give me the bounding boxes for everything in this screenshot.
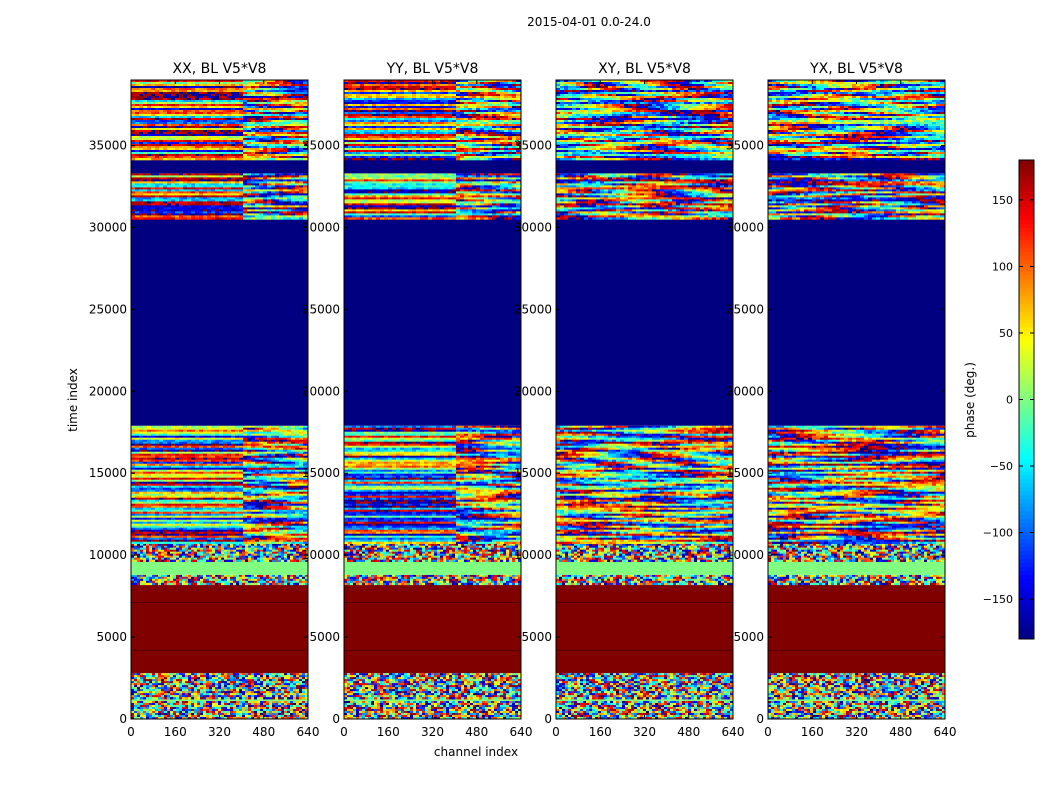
y-tick-label: 0 — [756, 712, 764, 726]
panel-title: XY, BL V5*V8 — [598, 61, 691, 77]
panel-4: YX, BL V5*V8 0 160 320 480 640 0 5000 10000 15000… — [726, 61, 957, 739]
y-tick-label: 20000 — [726, 384, 764, 398]
colorbar-tick-label: −50 — [990, 460, 1013, 473]
band-uniform — [768, 219, 945, 426]
band-uniform — [556, 560, 733, 575]
x-tick-label: 160 — [377, 725, 400, 739]
panel-title: YY, BL V5*V8 — [386, 61, 479, 77]
panel-heatmap-1 — [131, 80, 308, 719]
band-uniform — [556, 583, 733, 674]
x-axis-label: channel index — [434, 745, 518, 759]
y-tick-label: 10000 — [726, 548, 764, 562]
y-tick-label: 15000 — [89, 466, 127, 480]
panel-title: YX, BL V5*V8 — [809, 61, 903, 77]
panel-heatmap-4 — [768, 80, 945, 719]
x-tick-label: 480 — [465, 725, 488, 739]
band-uniform — [768, 583, 945, 674]
x-tick-label: 640 — [297, 725, 320, 739]
x-tick-label: 320 — [421, 725, 444, 739]
band-uniform — [768, 158, 945, 174]
y-tick-label: 15000 — [726, 466, 764, 480]
y-tick-label: 20000 — [302, 384, 340, 398]
y-tick-label: 30000 — [514, 220, 552, 234]
colorbar: −150 −100 −50 0 50 100 150 — [983, 159, 1035, 640]
y-tick-label: 5000 — [309, 630, 340, 644]
y-tick-label: 5000 — [96, 630, 127, 644]
band-uniform — [556, 219, 733, 426]
y-tick-label: 10000 — [302, 548, 340, 562]
y-tick-label: 0 — [544, 712, 552, 726]
x-tick-label: 320 — [845, 725, 868, 739]
panel-title: XX, BL V5*V8 — [173, 61, 267, 77]
x-tick-label: 160 — [589, 725, 612, 739]
y-tick-label: 20000 — [514, 384, 552, 398]
band-uniform — [344, 583, 521, 674]
panels-group: XX, BL V5*V8 0 160 320 480 640 0 5000 10000 15000… — [89, 61, 957, 739]
band-uniform — [344, 219, 521, 426]
x-tick-label: 160 — [164, 725, 187, 739]
figure-suptitle: 2015-04-01 0.0-24.0 — [527, 15, 651, 29]
colorbar-label: phase (deg.) — [963, 362, 977, 438]
y-tick-label: 0 — [119, 712, 127, 726]
y-tick-label: 5000 — [521, 630, 552, 644]
x-tick-label: 0 — [340, 725, 348, 739]
colorbar-tick-label: 50 — [999, 327, 1013, 340]
x-tick-label: 640 — [722, 725, 745, 739]
band-uniform — [131, 583, 308, 674]
band-uniform — [131, 158, 308, 174]
y-tick-label: 35000 — [726, 139, 764, 153]
x-tick-label: 0 — [127, 725, 135, 739]
x-tick-label: 640 — [510, 725, 533, 739]
colorbar-tick-label: 100 — [992, 260, 1013, 273]
x-tick-label: 0 — [764, 725, 772, 739]
y-tick-label: 25000 — [302, 302, 340, 316]
x-tick-label: 640 — [934, 725, 957, 739]
panel-2: YY, BL V5*V8 0 160 320 480 640 0 5000 10000 15000… — [302, 61, 533, 739]
x-tick-label: 480 — [677, 725, 700, 739]
band-uniform — [131, 560, 308, 575]
band-uniform — [768, 560, 945, 575]
y-tick-label: 15000 — [514, 466, 552, 480]
colorbar-tick-label: −100 — [983, 527, 1013, 540]
y-tick-label: 5000 — [733, 630, 764, 644]
y-tick-label: 0 — [332, 712, 340, 726]
y-tick-label: 15000 — [302, 466, 340, 480]
y-tick-label: 35000 — [514, 139, 552, 153]
colorbar-tick-label: −150 — [983, 593, 1013, 606]
y-tick-label: 25000 — [726, 302, 764, 316]
band-uniform — [131, 219, 308, 426]
y-tick-label: 30000 — [302, 220, 340, 234]
x-tick-label: 320 — [633, 725, 656, 739]
x-tick-label: 480 — [252, 725, 275, 739]
panel-heatmap-2 — [344, 80, 521, 719]
y-tick-label: 25000 — [514, 302, 552, 316]
band-uniform — [344, 560, 521, 575]
y-tick-label: 30000 — [726, 220, 764, 234]
panel-1: XX, BL V5*V8 0 160 320 480 640 0 5000 10000 15000… — [89, 61, 320, 739]
y-tick-label: 30000 — [89, 220, 127, 234]
y-tick-label: 10000 — [514, 548, 552, 562]
colorbar-tick-label: 150 — [992, 194, 1013, 207]
y-tick-label: 25000 — [89, 302, 127, 316]
y-tick-label: 10000 — [89, 548, 127, 562]
band-uniform — [344, 158, 521, 174]
x-tick-label: 320 — [208, 725, 231, 739]
y-tick-label: 20000 — [89, 384, 127, 398]
x-tick-label: 160 — [801, 725, 824, 739]
y-axis-label: time index — [66, 368, 80, 432]
panel-3: XY, BL V5*V8 0 160 320 480 640 0 5000 10000 15000… — [514, 61, 745, 739]
y-tick-label: 35000 — [302, 139, 340, 153]
band-uniform — [556, 158, 733, 174]
colorbar-tick-label: 0 — [1006, 394, 1013, 407]
x-tick-label: 480 — [889, 725, 912, 739]
x-tick-label: 0 — [552, 725, 560, 739]
panel-heatmap-3 — [556, 80, 733, 719]
y-tick-label: 35000 — [89, 139, 127, 153]
